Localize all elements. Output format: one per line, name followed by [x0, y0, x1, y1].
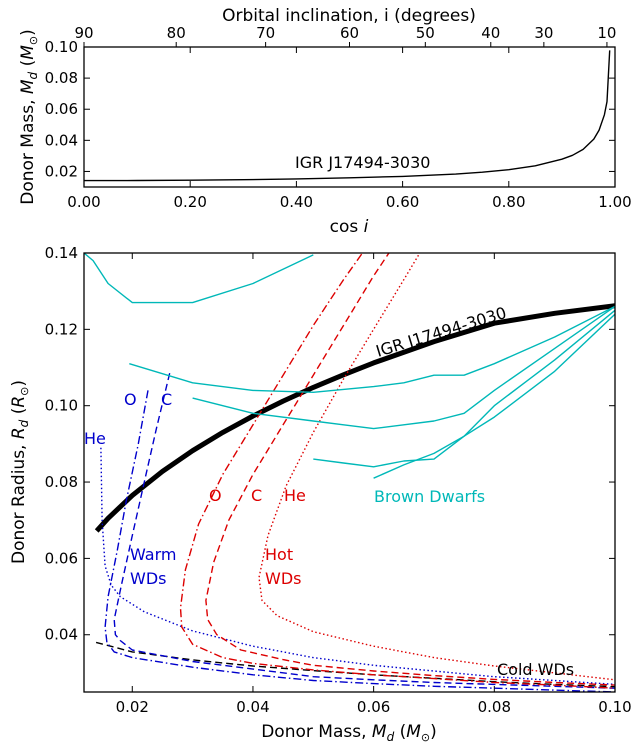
- annotation-warm-wds-line2: WDs: [130, 569, 166, 588]
- annotation-hot-he: He: [284, 486, 306, 505]
- bottom-panel-x-tick-label: 0.08: [478, 698, 511, 716]
- bottom-panel-y-ticks: 0.04 0.06 0.08 0.10 0.12 0.14: [45, 244, 615, 644]
- bottom-panel-x-tick-label: 0.10: [598, 698, 631, 716]
- bottom-panel-series-line-4: [113, 373, 615, 689]
- bottom-panel-y-axis-title: Donor Radius, Rd (R⊙): [9, 380, 31, 564]
- annotation-hot-wds-line2: WDs: [265, 569, 301, 588]
- top-panel-x-tick-label: 1.00: [598, 193, 631, 211]
- top-panel-y-tick-label: 0.10: [45, 38, 78, 56]
- top-panel-x-tick-label: 0.20: [173, 193, 206, 211]
- bottom-panel-series-line-12: [373, 313, 615, 479]
- bottom-panel-series-line-8: [84, 253, 314, 304]
- top-panel-x-ticks: 0.00 0.20 0.40 0.60 0.80 1.00: [67, 47, 632, 211]
- bottom-panel-series-line-5: [179, 253, 615, 689]
- top-panel-frame: [83, 46, 616, 188]
- top-panel-y-axis-title: Donor Mass, Md (M⊙): [18, 29, 40, 205]
- top-panel-x-tick-label: 0.40: [280, 193, 313, 211]
- top-panel-y-tick-label: 0.06: [45, 100, 78, 118]
- top-panel-inclination-tick-label: 80: [167, 24, 186, 42]
- bottom-panel-series-line-6: [205, 253, 615, 686]
- top-panel-series-line-0: [83, 50, 611, 182]
- bottom-panel-series-line-0: [94, 303, 615, 533]
- bottom-panel-y-tick-label: 0.04: [45, 626, 78, 644]
- bottom-panel-y-tick-label: 0.10: [45, 397, 78, 415]
- bottom-panel-x-ticks: 0.02 0.04 0.06 0.08 0.10: [116, 253, 632, 716]
- bottom-panel-x-tick-label: 0.06: [357, 698, 390, 716]
- top-panel-inclination-tick-label: 90: [74, 24, 93, 42]
- top-panel-y-tick-label: 0.08: [45, 69, 78, 87]
- annotation-hot-c: C: [251, 486, 262, 505]
- bottom-panel-series-line-2: [100, 447, 615, 686]
- top-panel-x-tick-label: 0.00: [67, 193, 100, 211]
- annotation-cold-wds: Cold WDs: [497, 660, 574, 679]
- annotation-warm-he: He: [84, 429, 106, 448]
- top-panel-y-ticks: 0.02 0.04 0.06 0.08 0.10: [45, 38, 615, 180]
- top-panel-inclination-tick-label: 40: [481, 24, 500, 42]
- bottom-panel-series-line-7: [258, 253, 615, 681]
- bottom-panel-series-line-3: [104, 390, 615, 692]
- bottom-panel-series-line-10: [192, 305, 615, 430]
- bottom-panel-x-tick-label: 0.02: [116, 698, 149, 716]
- top-panel-series: [83, 50, 611, 182]
- bottom-panel-y-tick-label: 0.06: [45, 549, 78, 567]
- annotation-igr: IGR J17494-3030: [374, 303, 509, 361]
- annotation-warm-o: O: [124, 390, 137, 409]
- annotation-warm-c: C: [161, 390, 172, 409]
- bottom-panel-series-line-9: [129, 305, 615, 393]
- bottom-panel-series-line-11: [313, 309, 615, 468]
- bottom-panel-frame: [83, 252, 616, 693]
- top-panel-x-tick-label: 0.60: [386, 193, 419, 211]
- bottom-panel-y-tick-label: 0.14: [45, 244, 78, 262]
- bottom-panel-x-tick-label: 0.04: [236, 698, 269, 716]
- annotation-hot-o: O: [209, 486, 222, 505]
- bottom-panel-series: [84, 253, 615, 692]
- top-panel-annotation-igr: IGR J17494-3030: [295, 153, 430, 172]
- top-panel-inclination-tick-label: 10: [597, 24, 616, 42]
- top-panel-inclination-tick-label: 70: [256, 24, 275, 42]
- top-panel-inclination-tick-label: 50: [416, 24, 435, 42]
- top-panel-inclination-ticks: 90 80 70 60 50 40 30 10: [74, 24, 616, 47]
- top-panel-inclination-tick-label: 60: [340, 24, 359, 42]
- bottom-panel-y-tick-label: 0.08: [45, 473, 78, 491]
- top-panel: Orbital inclination, i (degrees) 90 80 70 6…: [18, 6, 632, 237]
- annotation-warm-wds-line1: Warm: [130, 545, 176, 564]
- annotation-brown-dwarfs: Brown Dwarfs: [374, 487, 485, 506]
- top-panel-x-tick-label: 0.80: [492, 193, 525, 211]
- top-panel-y-tick-label: 0.02: [45, 162, 78, 180]
- annotation-hot-wds-line1: Hot: [265, 545, 293, 564]
- bottom-panel-y-tick-label: 0.12: [45, 320, 78, 338]
- top-panel-inclination-tick-label: 30: [534, 24, 553, 42]
- top-panel-x-axis-title: cos i: [330, 217, 369, 237]
- bottom-panel-x-axis-title: Donor Mass, Md (M⊙): [261, 722, 437, 744]
- top-panel-y-tick-label: 0.04: [45, 131, 78, 149]
- top-panel-top-axis-title: Orbital inclination, i (degrees): [222, 6, 476, 26]
- bottom-panel: 0.02 0.04 0.06 0.08 0.10 0.04 0.06 0.08 0.10 0.1…: [9, 244, 632, 744]
